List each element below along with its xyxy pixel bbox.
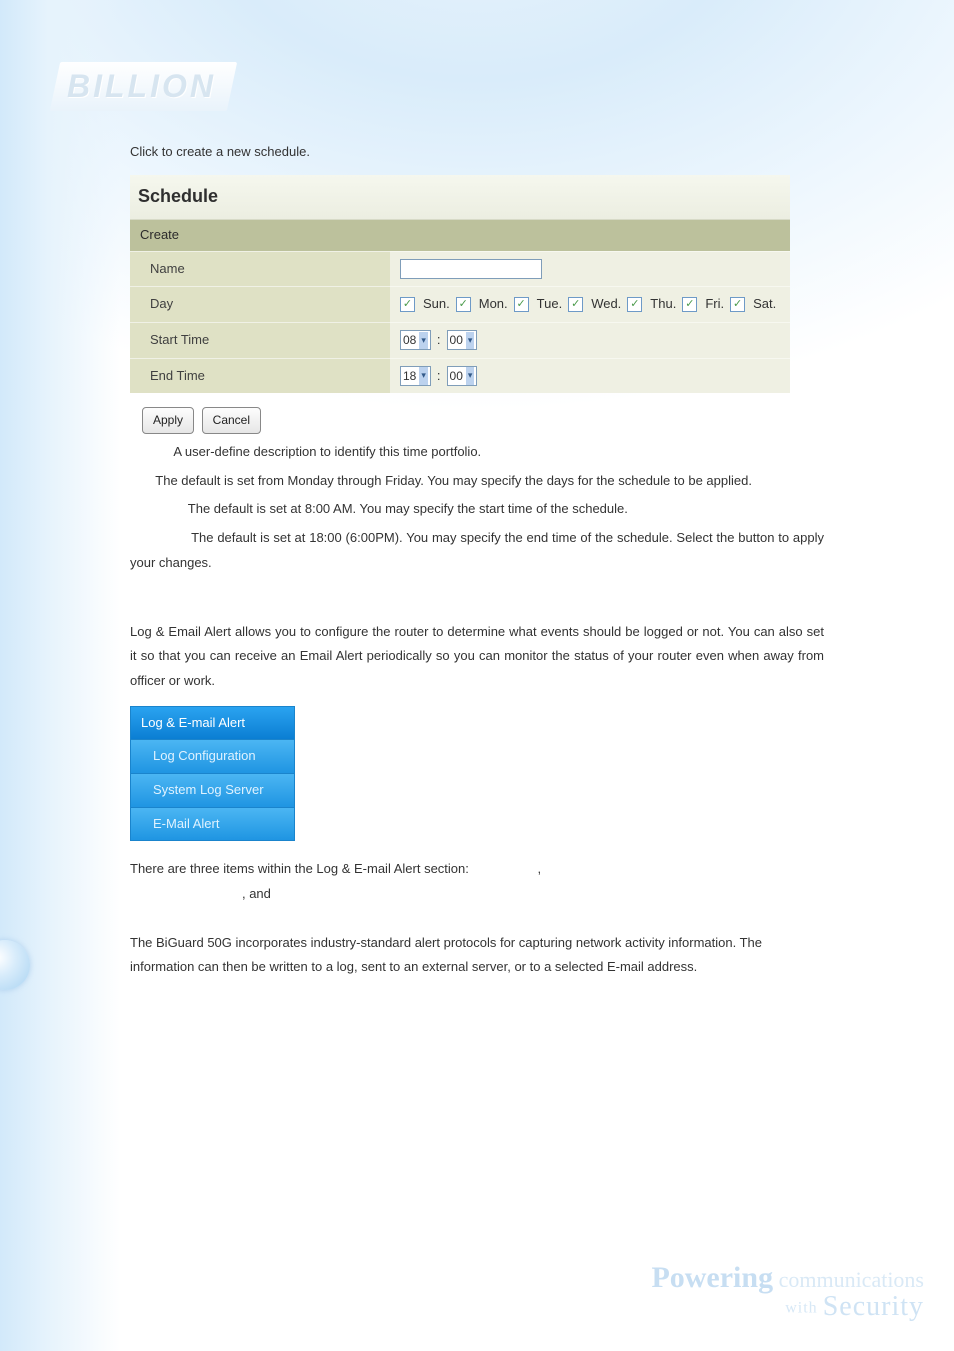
menu-item-email-alert[interactable]: E-Mail Alert [130,808,295,842]
checkbox-thu[interactable]: ✓ [627,297,642,312]
schedule-panel: Schedule Create Name Day ✓ Sun. ✓ Mon. ✓ Tu… [130,175,790,394]
checkbox-fri[interactable]: ✓ [682,297,697,312]
logalert-para: Log & Email Alert allows you to configur… [130,620,824,694]
chevron-down-icon: ▾ [466,332,475,349]
schedule-name-input[interactable] [400,259,542,279]
schedule-row-day: Day ✓ Sun. ✓ Mon. ✓ Tue. ✓ Wed. ✓ Thu. ✓ Fri. … [130,286,790,322]
three-items-text1: There are three items within the Log & E… [130,861,473,876]
day-sun: Sun. [423,292,450,317]
day-fri: Fri. [705,292,724,317]
day-wed: Wed. [591,292,621,317]
desc-start: The default is set at 8:00 AM. You may s… [130,497,824,522]
checkbox-wed[interactable]: ✓ [568,297,583,312]
intro-line: Click to create a new schedule. [130,140,824,165]
schedule-row-start: Start Time 08▾ : 00▾ [130,322,790,358]
three-items-line: There are three items within the Log & E… [130,857,824,906]
checkbox-sat[interactable]: ✓ [730,297,745,312]
end-min-select[interactable]: 00▾ [447,366,478,386]
start-hour-value: 08 [403,329,416,352]
schedule-subheader: Create [130,220,790,251]
time-colon: : [437,364,441,389]
end-hour-select[interactable]: 18▾ [400,366,431,386]
apply-button[interactable]: Apply [142,407,194,434]
start-hour-select[interactable]: 08▾ [400,330,431,350]
footer-powering: Powering [651,1261,773,1294]
schedule-row-name: Name [130,251,790,287]
schedule-row-end: End Time 18▾ : 00▾ [130,358,790,394]
day-thu: Thu. [650,292,676,317]
page-content: Click to create a new schedule. Schedule… [0,0,954,1024]
intro-click-text: Click [130,144,162,159]
start-min-value: 00 [450,329,463,352]
checkbox-mon[interactable]: ✓ [456,297,471,312]
menu-header[interactable]: Log & E-mail Alert [130,706,295,741]
time-colon: : [437,328,441,353]
schedule-start-label: Start Time [130,322,390,358]
desc-day-text: The default is set from Monday through F… [155,473,752,488]
footer-with: with [785,1300,822,1317]
footer-communications: communications [773,1267,924,1292]
chevron-down-icon: ▾ [466,367,475,384]
footer-brand: Powering communications with Security [651,1263,924,1321]
menu-item-log-config[interactable]: Log Configuration [130,740,295,774]
schedule-title: Schedule [130,175,790,220]
cancel-button[interactable]: Cancel [202,407,261,434]
desc-day: The default is set from Monday through F… [130,469,824,494]
three-items-text2: , and [242,886,271,901]
start-min-select[interactable]: 00▾ [447,330,478,350]
day-sat: Sat. [753,292,776,317]
schedule-buttons: Apply Cancel [142,407,824,434]
desc-name: A user-define description to identify th… [130,440,824,465]
chevron-down-icon: ▾ [419,367,428,384]
desc-end: The default is set at 18:00 (6:00PM). Yo… [130,526,824,575]
schedule-day-values: ✓ Sun. ✓ Mon. ✓ Tue. ✓ Wed. ✓ Thu. ✓ Fri. ✓ Sat… [390,286,790,322]
day-tue: Tue. [537,292,563,317]
biguard-para: The BiGuard 50G incorporates industry-st… [130,931,824,980]
schedule-end-label: End Time [130,358,390,394]
footer-security: Security [823,1291,924,1322]
desc-start-text: The default is set at 8:00 AM. You may s… [188,501,628,516]
log-email-menu: Log & E-mail Alert Log Configuration Sys… [130,706,295,842]
schedule-name-label: Name [130,251,390,287]
schedule-day-label: Day [130,286,390,322]
checkbox-tue[interactable]: ✓ [514,297,529,312]
end-hour-value: 18 [403,365,416,388]
desc-end-text1: The default is set at 18:00 (6:00PM). Yo… [191,530,738,545]
chevron-down-icon: ▾ [419,332,428,349]
end-min-value: 00 [450,365,463,388]
checkbox-sun[interactable]: ✓ [400,297,415,312]
desc-name-text: A user-define description to identify th… [173,444,481,459]
day-mon: Mon. [479,292,508,317]
menu-item-syslog[interactable]: System Log Server [130,774,295,808]
intro-rest-text: to create a new schedule. [162,144,310,159]
